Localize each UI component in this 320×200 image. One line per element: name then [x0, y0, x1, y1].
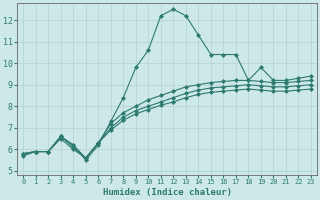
- X-axis label: Humidex (Indice chaleur): Humidex (Indice chaleur): [103, 188, 232, 197]
